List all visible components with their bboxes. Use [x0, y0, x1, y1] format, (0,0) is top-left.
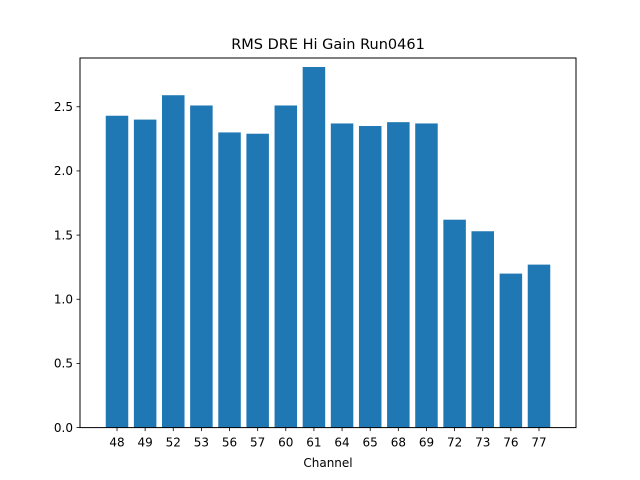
x-tick-label: 77	[531, 436, 546, 450]
x-axis: 48 49 52 53 56 57 60 61 64 65 68 69 72 73 76 77	[109, 427, 547, 450]
x-tick-label: 52	[166, 436, 181, 450]
bar-73	[471, 231, 494, 428]
y-tick-label: 2.0	[54, 164, 73, 178]
x-tick-label: 57	[250, 436, 265, 450]
x-tick-label: 56	[222, 436, 237, 450]
x-tick-label: 76	[503, 436, 518, 450]
bar-52	[162, 95, 185, 428]
x-tick-label: 65	[363, 436, 378, 450]
y-tick-label: 0.0	[54, 421, 73, 435]
x-tick-label: 53	[194, 436, 209, 450]
bar-61	[302, 66, 326, 428]
bar-53	[190, 105, 213, 428]
x-tick-label: 68	[391, 436, 406, 450]
bar-56	[218, 132, 241, 428]
bar-64	[330, 123, 354, 428]
x-tick-label: 64	[334, 436, 349, 450]
x-tick-label: 49	[137, 436, 152, 450]
bar-57	[246, 133, 269, 428]
bars-group	[105, 66, 551, 428]
bar-72	[443, 219, 466, 428]
bar-49	[133, 119, 157, 428]
bar-48	[105, 115, 129, 428]
plot-area-frame	[79, 57, 577, 429]
y-tick-label: 1.5	[54, 228, 73, 242]
y-axis: 0.0 0.5 1.0 1.5 2.0 2.5	[54, 100, 80, 435]
bar-60	[274, 105, 298, 428]
bar-68	[387, 122, 410, 428]
bar-76	[499, 273, 523, 428]
x-tick-label: 69	[419, 436, 434, 450]
chart-title: RMS DRE Hi Gain Run0461	[231, 37, 425, 53]
y-tick-label: 0.5	[54, 357, 73, 371]
bar-77	[527, 264, 551, 428]
x-tick-label: 60	[278, 436, 293, 450]
bar-69	[415, 123, 438, 428]
x-tick-label: 61	[306, 436, 321, 450]
x-tick-label: 72	[447, 436, 462, 450]
x-axis-label: Channel	[303, 456, 352, 470]
x-tick-label: 48	[109, 436, 124, 450]
y-tick-label: 2.5	[54, 100, 73, 114]
bar-65	[358, 126, 382, 428]
x-tick-label: 73	[475, 436, 490, 450]
y-tick-label: 1.0	[54, 293, 73, 307]
